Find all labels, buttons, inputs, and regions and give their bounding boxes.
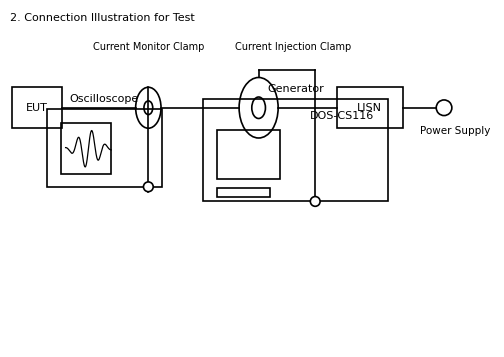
- Bar: [217, 188, 270, 197]
- Text: DOS-CS116: DOS-CS116: [309, 111, 374, 121]
- Text: EUT: EUT: [26, 103, 48, 113]
- Bar: [203, 99, 389, 201]
- Text: LISN: LISN: [357, 103, 383, 113]
- Circle shape: [144, 182, 153, 192]
- Bar: [12, 87, 62, 128]
- Text: 2. Connection Illustration for Test: 2. Connection Illustration for Test: [10, 13, 195, 23]
- Bar: [60, 124, 111, 174]
- Text: Current Injection Clamp: Current Injection Clamp: [235, 42, 351, 52]
- Bar: [217, 130, 280, 179]
- Text: Current Monitor Clamp: Current Monitor Clamp: [93, 42, 204, 52]
- Text: Power Supply: Power Supply: [420, 126, 490, 136]
- Circle shape: [310, 197, 320, 206]
- Bar: [47, 109, 162, 187]
- Bar: [337, 87, 403, 128]
- Text: Oscilloscope: Oscilloscope: [70, 94, 139, 104]
- Text: Generator: Generator: [267, 84, 324, 94]
